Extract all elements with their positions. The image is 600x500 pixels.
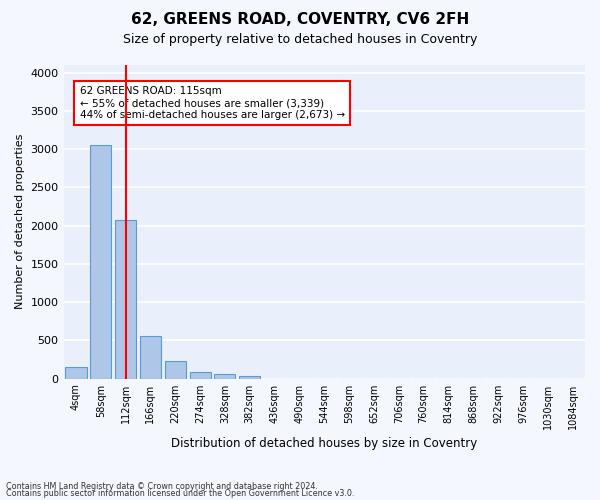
Text: Contains HM Land Registry data © Crown copyright and database right 2024.: Contains HM Land Registry data © Crown c… [6,482,318,491]
Bar [190,372,211,378]
X-axis label: Distribution of detached houses by size in Coventry: Distribution of detached houses by size … [171,437,478,450]
Bar [115,220,136,378]
Text: Size of property relative to detached houses in Coventry: Size of property relative to detached ho… [123,32,477,46]
Bar [214,374,235,378]
Bar [90,144,112,378]
Bar [239,376,260,378]
Text: 62 GREENS ROAD: 115sqm
← 55% of detached houses are smaller (3,339)
44% of semi-: 62 GREENS ROAD: 115sqm ← 55% of detached… [80,86,345,120]
Bar [65,367,86,378]
Y-axis label: Number of detached properties: Number of detached properties [15,134,25,310]
Text: 62, GREENS ROAD, COVENTRY, CV6 2FH: 62, GREENS ROAD, COVENTRY, CV6 2FH [131,12,469,28]
Text: Contains public sector information licensed under the Open Government Licence v3: Contains public sector information licen… [6,489,355,498]
Bar [140,336,161,378]
Bar [165,362,186,378]
